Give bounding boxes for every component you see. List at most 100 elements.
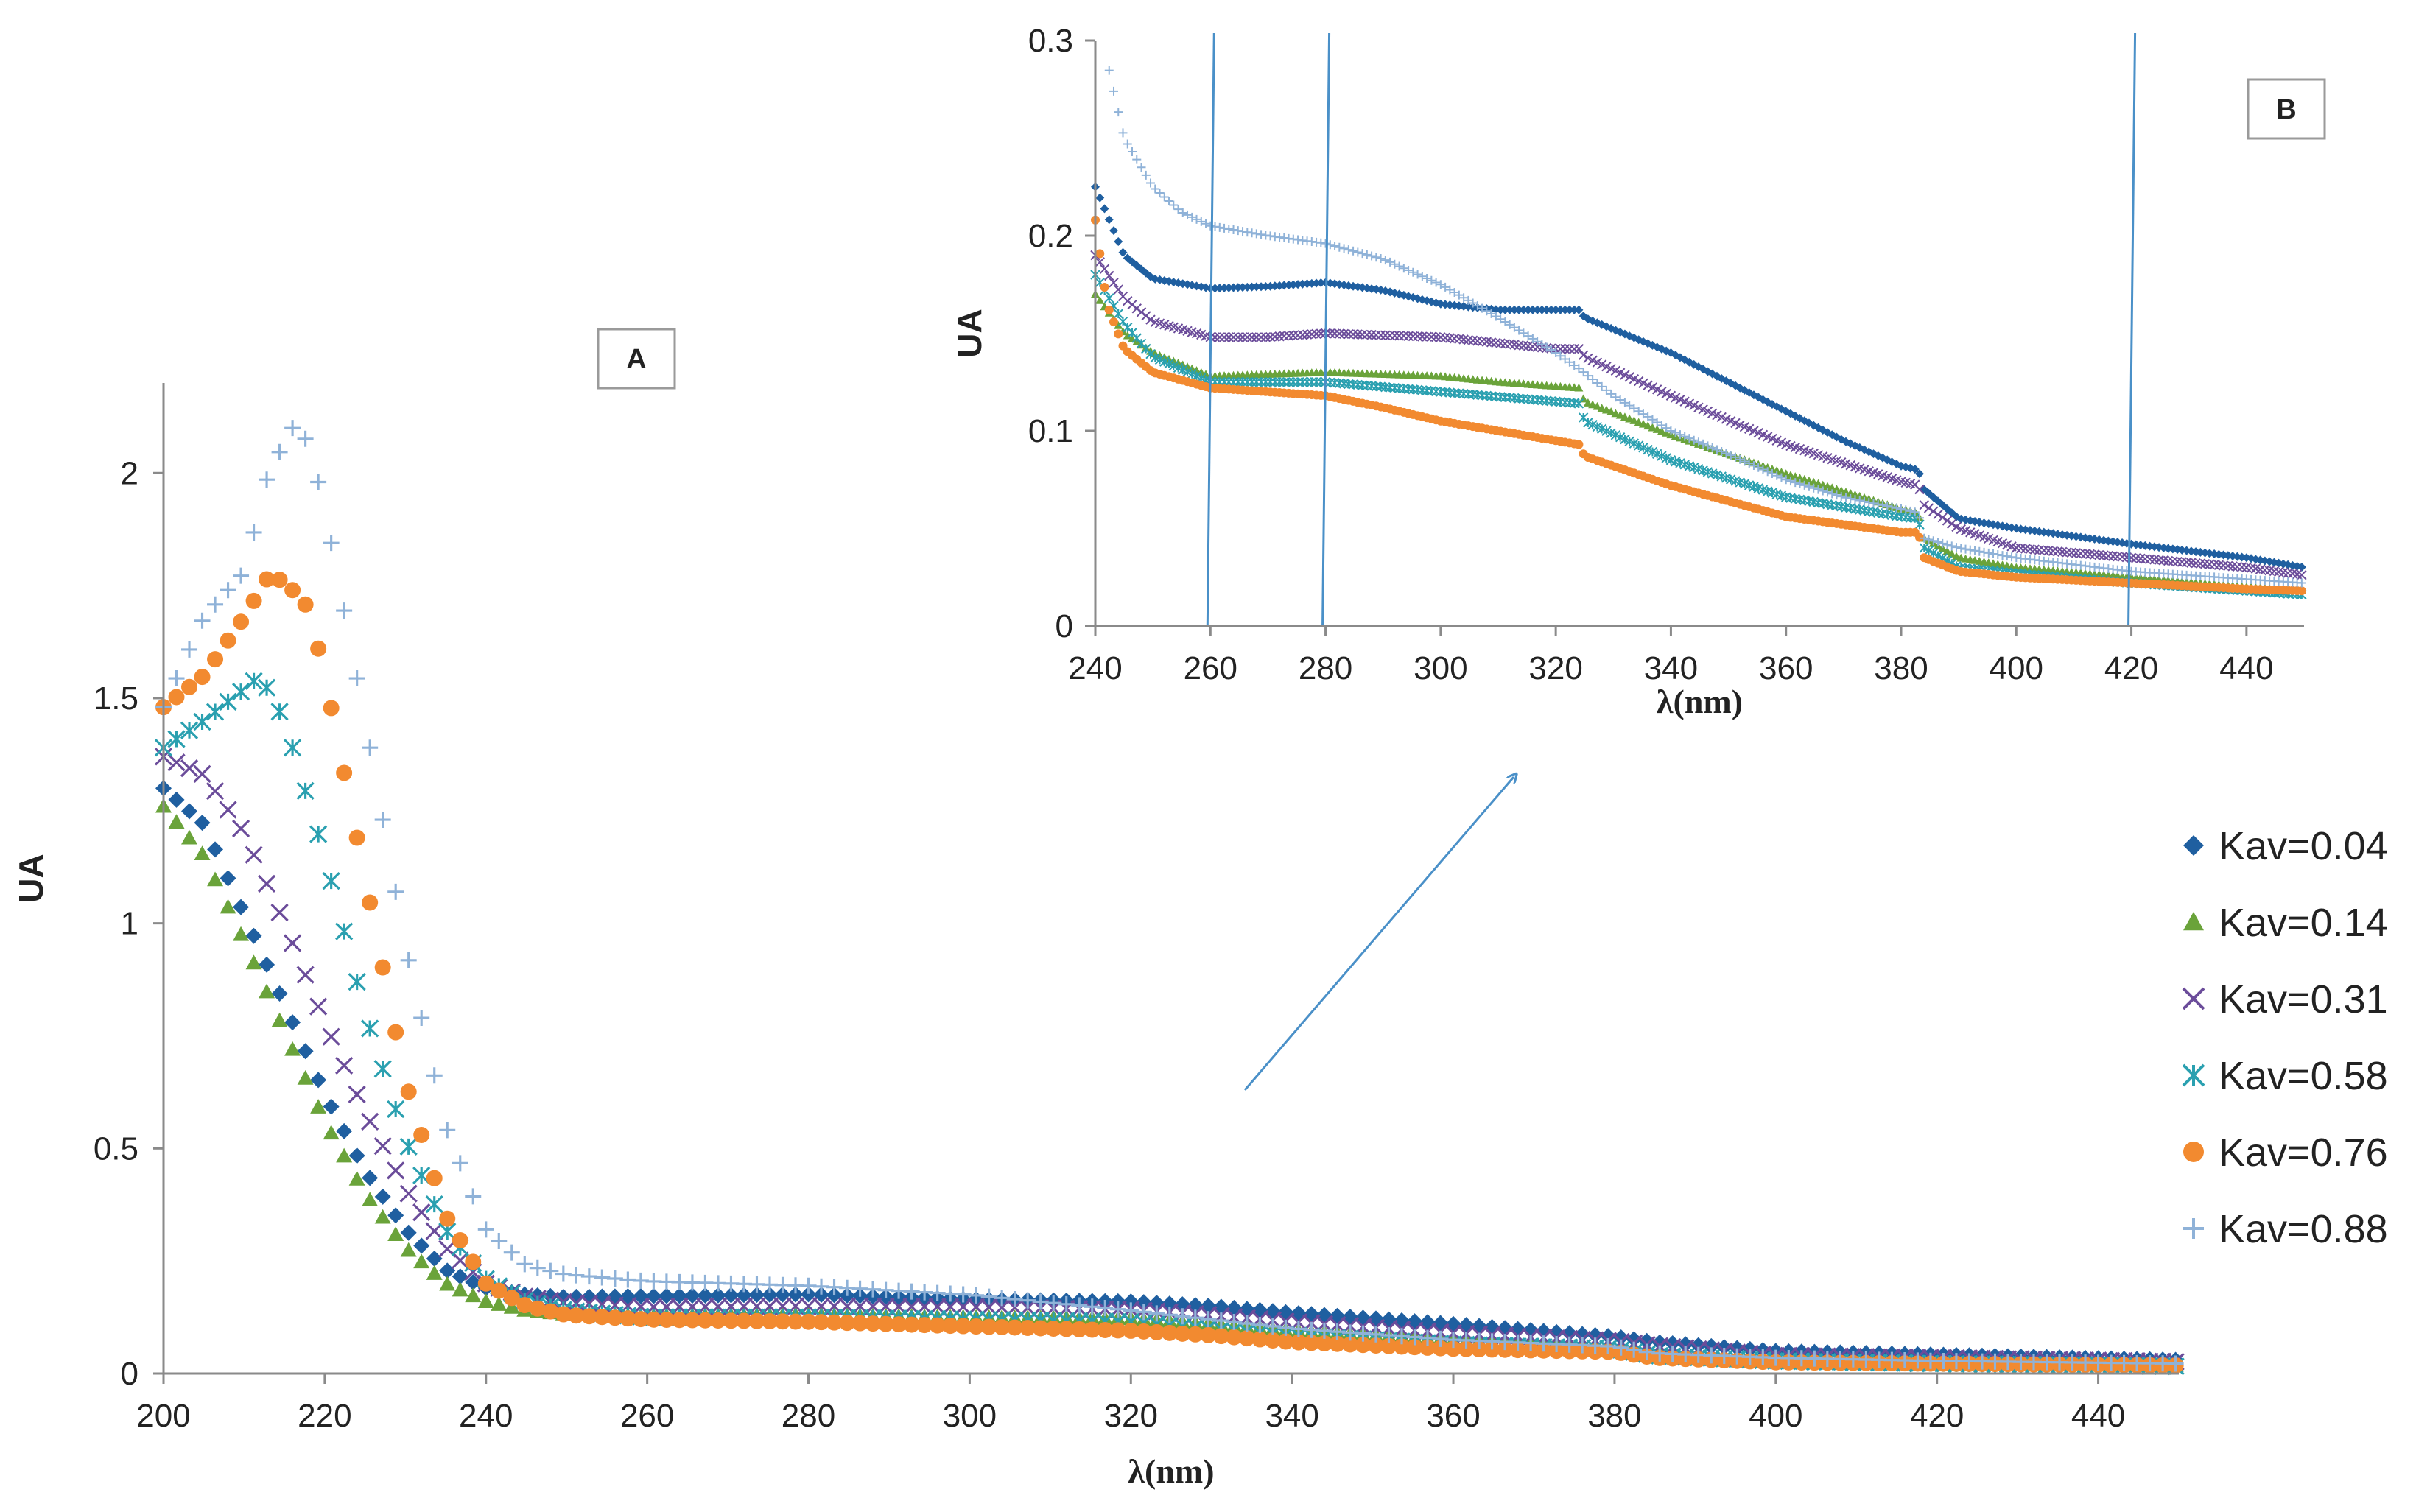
panelB-data-point bbox=[1593, 378, 1602, 387]
panelB-data-point bbox=[1215, 284, 1224, 293]
panelA-data-point bbox=[181, 803, 198, 820]
panelA-data-point bbox=[413, 1010, 430, 1027]
panelB-data-point bbox=[1357, 329, 1368, 340]
panelB-data-point bbox=[1666, 426, 1676, 435]
panelB-data-point bbox=[1114, 320, 1123, 329]
panelA-data-point bbox=[283, 739, 302, 757]
panelA-data-point bbox=[1277, 1333, 1294, 1350]
legend-item: Kav=0.76 bbox=[2183, 1131, 2388, 1175]
panelB-data-point bbox=[1822, 488, 1832, 497]
panelA-x-tick-label: 360 bbox=[1426, 1398, 1480, 1434]
panelA-data-point bbox=[387, 1161, 405, 1180]
panelB-data-point bbox=[1717, 446, 1727, 456]
panelB-data-point bbox=[1403, 331, 1414, 342]
panelB-data-point bbox=[1279, 377, 1290, 387]
panelB-data-point bbox=[1352, 329, 1363, 340]
panelA-data-point bbox=[336, 764, 353, 781]
panelA-data-point bbox=[1097, 1321, 1114, 1338]
panelA-data-point bbox=[606, 1309, 623, 1326]
panelB-series-6 bbox=[1104, 66, 2306, 588]
panelA-data-point bbox=[491, 1282, 508, 1299]
panelB-data-point bbox=[1878, 500, 1887, 510]
panelA-data-point bbox=[645, 1311, 662, 1328]
panelA-data-point bbox=[516, 1256, 533, 1273]
panelA-data-point bbox=[387, 1207, 404, 1224]
panelB-data-point bbox=[1325, 328, 1335, 339]
panel-a-y-axis-title: UA bbox=[12, 854, 50, 902]
panelA-data-point bbox=[1212, 1312, 1229, 1329]
panelB-data-point bbox=[1109, 226, 1119, 236]
panelB-data-point bbox=[1657, 421, 1666, 430]
panelA-data-point bbox=[1483, 1341, 1500, 1358]
panelA-data-point bbox=[645, 1287, 662, 1304]
panelA-data-point bbox=[774, 1313, 791, 1330]
panelA-data-point bbox=[800, 1286, 817, 1303]
legend-marker bbox=[2182, 1063, 2205, 1087]
panelA-data-point bbox=[1251, 1331, 1268, 1348]
panelA-data-point bbox=[297, 596, 314, 613]
panelB-data-point bbox=[1965, 545, 1975, 555]
panelB-data-point bbox=[1924, 535, 1934, 544]
panelA-data-point bbox=[257, 678, 276, 697]
panelB-data-point bbox=[1173, 205, 1183, 214]
panelB-data-point bbox=[1478, 303, 1487, 313]
panelB-series-3 bbox=[1090, 250, 2307, 580]
panelA-data-point bbox=[1600, 1328, 1617, 1345]
panelA-data-point bbox=[168, 689, 185, 706]
panel-a-ticks: 200 220 240 260 280 300 320 340 360 380 400 420 4400… bbox=[94, 455, 2125, 1434]
panelA-data-point bbox=[477, 1293, 494, 1308]
panelA-data-point bbox=[1187, 1309, 1204, 1326]
panelB-data-point bbox=[1699, 439, 1708, 449]
panelB-data-point bbox=[1754, 463, 1763, 472]
panelA-data-point bbox=[1045, 1320, 1062, 1337]
panelB-data-point bbox=[1390, 259, 1400, 269]
panelB-data-point bbox=[1233, 332, 1243, 342]
panelA-data-point bbox=[259, 571, 275, 588]
panelB-data-point bbox=[1597, 381, 1606, 391]
panelA-data-point bbox=[1006, 1291, 1023, 1307]
legend-label: Kav=0.04 bbox=[2219, 824, 2388, 868]
panelA-data-point bbox=[1161, 1324, 1178, 1341]
panelA-data-point bbox=[259, 983, 275, 999]
panel-a-label-box bbox=[597, 328, 676, 390]
panelB-data-point bbox=[1436, 280, 1445, 289]
panelB-data-point bbox=[1274, 377, 1285, 387]
panelA-data-point bbox=[362, 739, 379, 756]
panelA-data-point bbox=[194, 612, 211, 629]
panelA-data-point bbox=[1638, 1332, 1655, 1349]
panelB-data-point bbox=[1496, 305, 1506, 314]
panelB-data-point bbox=[1132, 155, 1142, 164]
panelA-data-point bbox=[1664, 1335, 1681, 1351]
panelB-y-tick-label: 0.1 bbox=[1028, 413, 1073, 449]
panelA-data-point bbox=[568, 1307, 585, 1324]
panelA-data-point bbox=[259, 956, 275, 973]
panelB-data-point bbox=[1505, 320, 1514, 329]
panelB-data-point bbox=[1109, 317, 1119, 327]
panelA-data-point bbox=[373, 1137, 392, 1156]
panelA-data-point bbox=[220, 632, 236, 649]
panelB-data-point bbox=[1251, 229, 1261, 239]
panelB-data-point bbox=[1970, 546, 1980, 555]
panelA-data-point bbox=[1380, 1337, 1397, 1354]
panelA-data-point bbox=[207, 596, 224, 613]
panelA-data-point bbox=[167, 753, 186, 772]
panelA-data-point bbox=[207, 841, 224, 858]
panelA-data-point bbox=[413, 1253, 430, 1269]
panelB-data-point bbox=[1155, 189, 1165, 198]
panelA-data-point bbox=[1148, 1323, 1165, 1340]
panelA-data-point bbox=[245, 927, 262, 944]
panelB-data-point bbox=[1533, 305, 1542, 314]
panelB-data-point bbox=[1251, 332, 1262, 342]
panelA-data-point bbox=[233, 567, 250, 584]
panelB-data-point bbox=[1417, 331, 1428, 342]
panelB-data-point bbox=[1505, 305, 1514, 314]
panelA-data-point bbox=[980, 1288, 997, 1305]
panelB-data-point bbox=[1335, 242, 1344, 252]
panelA-data-point bbox=[555, 1265, 572, 1282]
panelA-data-point bbox=[426, 1250, 443, 1267]
panelB-data-point bbox=[1413, 270, 1422, 279]
panelB-data-point bbox=[2297, 578, 2306, 588]
panelB-data-point bbox=[1583, 398, 1593, 407]
panelA-data-point bbox=[284, 1041, 301, 1056]
panelA-data-point bbox=[1458, 1340, 1475, 1357]
